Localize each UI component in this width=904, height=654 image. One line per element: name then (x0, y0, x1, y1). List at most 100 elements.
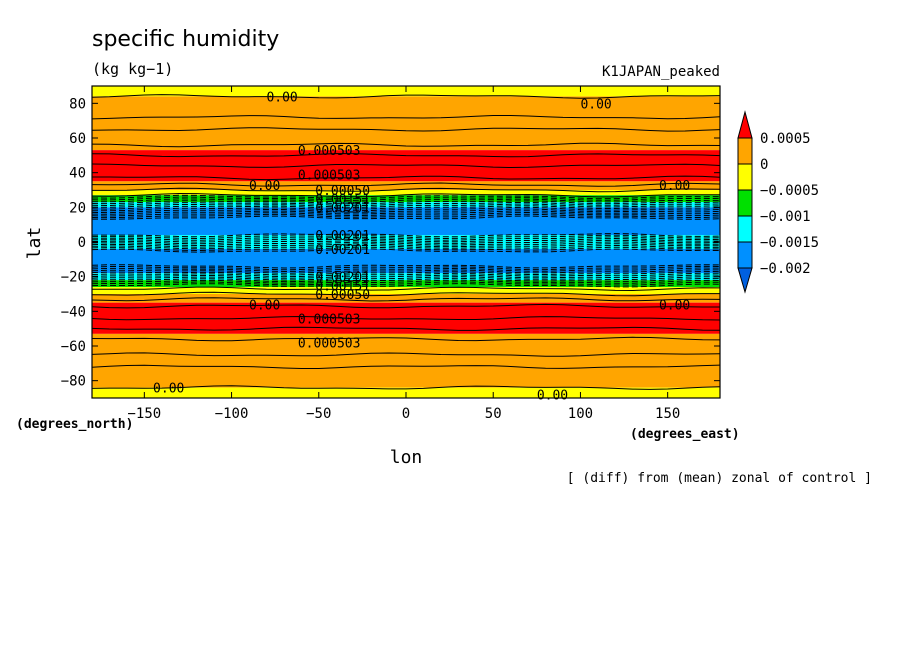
band-4 (92, 190, 720, 196)
contour-solid-10 (92, 286, 721, 292)
band-15 (92, 333, 720, 388)
contour-label-16: 0.000503 (298, 312, 361, 327)
contour-dashed-23 (91, 264, 721, 269)
y-tick-label-4: 0 (78, 235, 86, 251)
contour-dashed-33 (91, 281, 721, 286)
y-axis-unit: (degrees_north) (16, 417, 133, 432)
contour-solid-8 (92, 187, 721, 193)
y-tick-label-5: −20 (61, 270, 86, 286)
contour-label-18: 0.00 (153, 382, 184, 397)
contour-label-15: 0.00 (659, 298, 690, 313)
contour-label-4: 0.00 (249, 179, 280, 194)
x-tick-label-6: 150 (655, 406, 680, 422)
contour-solid-16 (91, 336, 721, 342)
chart-units: (kg kg−1) (92, 60, 173, 78)
contour-dashed-26 (91, 269, 721, 274)
x-tick-label-5: 100 (568, 406, 593, 422)
contour-dashed-21 (91, 246, 720, 252)
contour-dashed-22 (91, 248, 721, 253)
contour-solid-12 (91, 297, 721, 302)
colorbar: 0.0005 0 −0.0005 −0.001 −0.0015 −0.002 (737, 110, 819, 294)
contour-solid-19 (91, 385, 721, 390)
contour-solid-15 (91, 326, 721, 331)
contour-dashed-0 (91, 194, 721, 200)
y-tick-label-8: −80 (61, 374, 86, 390)
contour-dashed-17 (91, 239, 721, 245)
y-tick-label-0: 80 (69, 96, 86, 112)
x-tick-label-1: −100 (215, 406, 249, 422)
contour-solid-4 (91, 153, 721, 158)
contour-label-14: 0.00 (249, 298, 280, 313)
contour-dashed-10 (91, 211, 721, 217)
contour-dashed-34 (91, 283, 721, 288)
x-axis-label: lon (390, 447, 423, 468)
contour-dashed-8 (91, 208, 721, 214)
colorbar-label-2: −0.0005 (760, 183, 819, 199)
contour-dashed-11 (91, 213, 721, 219)
x-axis-unit: (degrees_east) (630, 427, 740, 442)
colorbar-arrow-bottom (737, 267, 753, 294)
contour-solid-13 (91, 303, 720, 309)
contour-label-17: 0.000503 (298, 337, 361, 352)
x-tick-label-2: −50 (306, 406, 331, 422)
band-1 (92, 96, 720, 151)
colorbar-label-5: −0.002 (760, 261, 811, 277)
colorbar-cell-5 (737, 241, 753, 269)
band-13 (92, 294, 720, 303)
contour-label-9: 0.00201 (315, 229, 370, 244)
contour-dashed-31 (91, 277, 721, 283)
contour-dashed-15 (92, 236, 721, 241)
contour-solid-14 (91, 315, 721, 321)
contour-label-7: 0.00151 (315, 193, 370, 208)
contour-label-2: 0.000503 (298, 144, 361, 159)
contour-dashed-27 (91, 270, 721, 276)
contour-dashed-1 (91, 196, 721, 201)
contour-dashed-4 (91, 201, 721, 207)
x-tick-label-4: 50 (485, 406, 502, 422)
y-tick-label-6: −40 (61, 304, 86, 320)
footer-note: [ (diff) from (mean) zonal of control ] (567, 471, 872, 486)
contour-label-1: 0.00 (580, 97, 611, 112)
contour-solid-0 (91, 94, 721, 99)
contour-dashed-5 (91, 203, 721, 208)
contour-label-8: 0.00201 (315, 201, 370, 216)
contour-label-3: 0.000503 (298, 168, 361, 183)
band-10 (92, 273, 720, 281)
contour-solid-6 (92, 175, 721, 181)
contour-dashed-18 (91, 241, 721, 247)
x-tick-label-3: 0 (402, 406, 410, 422)
contour-label-11: 0.00201 (315, 271, 370, 286)
run-label: K1JAPAN_peaked (602, 64, 720, 80)
contour-dashed-12 (91, 215, 721, 220)
contour-dashed-24 (91, 265, 721, 271)
contour-solid-11 (91, 291, 720, 297)
x-tick-label-0: −150 (127, 406, 161, 422)
contour-dashed-19 (91, 243, 720, 248)
colorbar-label-3: −0.001 (760, 209, 811, 225)
contour-label-19: 0.00 (537, 389, 568, 404)
colorbar-cell-2 (737, 163, 753, 191)
band-12 (92, 287, 720, 294)
contour-dashed-2 (91, 198, 721, 203)
y-tick-label-7: −60 (61, 339, 86, 355)
contour-dashed-30 (91, 276, 721, 281)
chart-title: specific humidity (92, 27, 279, 52)
contour-dashed-6 (91, 205, 721, 210)
contour-label-5: 0.00 (659, 179, 690, 194)
contour-label-6: 0.00050 (315, 184, 370, 199)
contour-label-12: 0.00151 (315, 279, 370, 294)
contour-label-10: 0.00201 (315, 243, 370, 258)
contour-label-13: 0.00050 (315, 288, 370, 303)
band-6 (92, 202, 720, 208)
contour-dashed-9 (91, 210, 721, 215)
contour-dashed-3 (91, 200, 721, 205)
y-axis: 80 60 40 20 0 −20 −40 −60 −80 (61, 96, 720, 390)
colorbar-label-1: 0 (760, 157, 768, 173)
contour-label-0: 0.00 (266, 90, 297, 105)
contour-dashed-16 (91, 237, 721, 243)
contour-dashed-13 (92, 232, 721, 238)
band-3 (92, 181, 720, 190)
colorbar-label-4: −0.0015 (760, 235, 819, 251)
